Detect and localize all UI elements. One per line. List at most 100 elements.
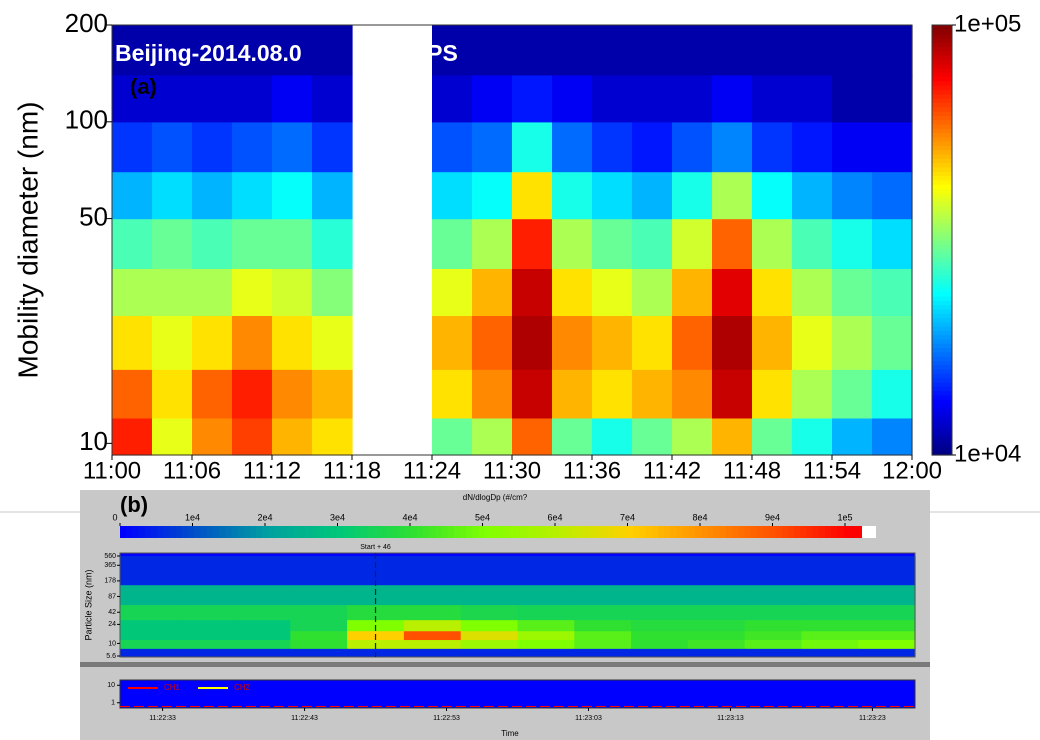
heatmap-cell [632, 268, 673, 316]
heatmap-cell [745, 631, 802, 640]
heatmap-cell [120, 639, 177, 648]
colorbar-step [293, 526, 300, 538]
colorbar-step [932, 300, 952, 305]
colorbar-step [126, 526, 133, 538]
colorbar-step [932, 133, 952, 138]
heatmap-cell [792, 172, 833, 220]
heatmap-cell [472, 268, 513, 316]
colorbar-step [932, 214, 952, 219]
x-tick-label: 11:42 [643, 457, 701, 484]
heatmap-cell [752, 25, 793, 75]
heatmap-cell [832, 25, 873, 75]
legend-label: CH2 [234, 683, 251, 692]
colorbar-step [442, 526, 449, 538]
y-tick-label: 10 [107, 682, 115, 689]
colorbar-step [139, 526, 146, 538]
colorbar-step [157, 526, 164, 538]
colorbar-step [689, 526, 696, 538]
heatmap-cell [574, 631, 631, 640]
heatmap-cell [832, 122, 873, 172]
panel-label: (b) [120, 492, 148, 517]
heatmap-cell [112, 219, 153, 269]
heatmap-cell [152, 219, 193, 269]
heatmap-cell [832, 418, 873, 456]
colorbar-step [932, 137, 952, 142]
heatmap-cell [712, 219, 753, 269]
heatmap-cell [552, 268, 593, 316]
colorbar-step [367, 526, 374, 538]
colorbar-step [677, 526, 684, 538]
heatmap-cell [712, 369, 753, 418]
x-tick-label: 11:24 [403, 457, 461, 484]
colorbar-step [231, 526, 238, 538]
panel-label: (a) [130, 74, 157, 99]
colorbar-step [932, 38, 952, 43]
colorbar-step [213, 526, 220, 538]
heatmap-cell [632, 418, 673, 456]
heatmap-cell [404, 556, 461, 585]
colorbar-step [932, 163, 952, 168]
heatmap-cell [512, 369, 553, 418]
y-axis-label: Mobility diameter (nm) [12, 102, 43, 379]
x-tick-label: 11:22:53 [433, 715, 460, 722]
colorbar-step [392, 526, 399, 538]
colorbar-step [237, 526, 244, 538]
colorbar-step [516, 526, 523, 538]
heatmap-cell [872, 25, 913, 75]
colorbar-step [932, 416, 952, 421]
colorbar-step [932, 34, 952, 39]
heatmap-cell [234, 605, 291, 621]
x-tick-label: 11:54 [803, 457, 861, 484]
heatmap-cell [858, 605, 915, 621]
heatmap-cell [832, 75, 873, 123]
colorbar-step [318, 526, 325, 538]
colorbar-step [932, 206, 952, 211]
colorbar-step [510, 526, 517, 538]
heatmap-cell [192, 268, 233, 316]
colorbar-step [707, 526, 714, 538]
colorbar-step [701, 526, 708, 538]
heatmap-cell [801, 585, 858, 605]
heatmap-cell [177, 620, 234, 632]
heatmap-cell [672, 219, 713, 269]
colorbar-step [932, 356, 952, 361]
colorbar-step [932, 176, 952, 181]
colorbar-step [932, 287, 952, 292]
colorbar-step [932, 296, 952, 301]
heatmap-cell [552, 315, 593, 369]
colorbar-step [479, 526, 486, 538]
colorbar-tick-label: 2e4 [257, 512, 272, 522]
heatmap-cell [272, 315, 313, 369]
colorbar-step [932, 313, 952, 318]
heatmap-cell [592, 172, 633, 220]
colorbar-step [225, 526, 232, 538]
colorbar-step [454, 526, 461, 538]
colorbar-step [435, 526, 442, 538]
colorbar-step [932, 47, 952, 52]
colorbar-tick-label: 1e+05 [954, 10, 1021, 37]
heatmap-cell [745, 639, 802, 648]
heatmap-cell [512, 122, 553, 172]
heatmap-cell [120, 556, 177, 585]
colorbar-step [932, 193, 952, 198]
colorbar-step [448, 526, 455, 538]
heatmap-cell [312, 418, 353, 456]
colorbar-step [670, 526, 677, 538]
heatmap-cell [672, 268, 713, 316]
colorbar-step [932, 386, 952, 391]
heatmap-cell [801, 556, 858, 585]
colorbar-tick-label: 7e4 [620, 512, 635, 522]
heatmap-cell [801, 648, 858, 656]
heatmap-cell [192, 172, 233, 220]
colorbar-step [932, 317, 952, 322]
heatmap-cell [632, 122, 673, 172]
heatmap-cell [112, 315, 153, 369]
heatmap-cell [432, 172, 473, 220]
colorbar-step [932, 352, 952, 357]
colorbar-step [932, 326, 952, 331]
heatmap-cell [234, 556, 291, 585]
colorbar-step [932, 128, 952, 133]
x-tick-label: 11:23:03 [575, 715, 602, 722]
colorbar-step [932, 141, 952, 146]
colorbar-step [819, 526, 826, 538]
